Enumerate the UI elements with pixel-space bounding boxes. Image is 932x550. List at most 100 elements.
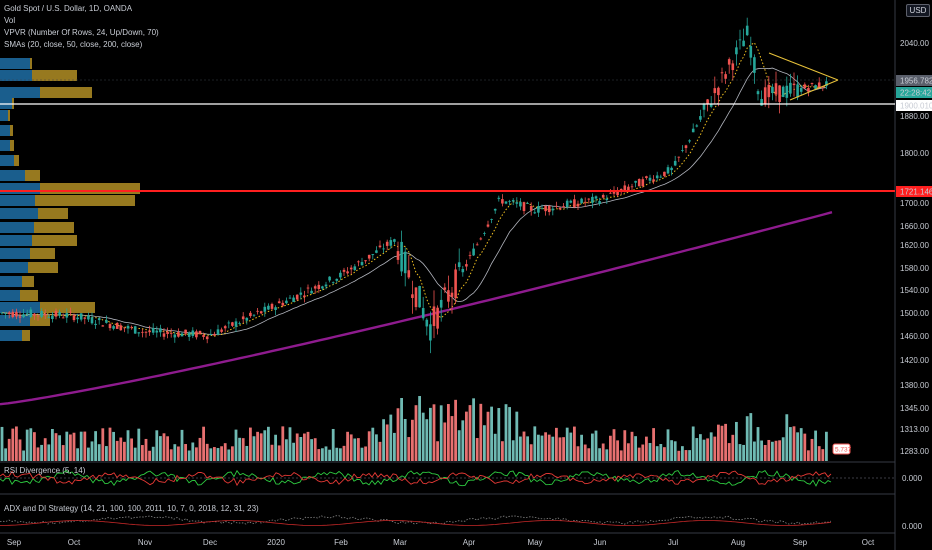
volume-bar [403,418,407,461]
volume-bar [310,439,313,461]
volume-bar [40,444,43,461]
volume-bar [501,441,504,461]
candle-body [43,313,47,316]
volume-bar [645,436,648,461]
candle-body [641,179,645,187]
volume-bar [223,443,227,461]
volume-bar [213,447,216,461]
y-tick-label: 1283.00 [900,447,929,456]
volume-bar [108,427,112,461]
candle-body [310,290,313,294]
candle-body [684,145,688,149]
candle-body [245,317,249,321]
volume-bar [799,428,803,461]
candle-body [555,205,558,207]
candle-body [695,125,699,127]
volume-bar [727,443,731,461]
volume-bar [25,429,29,461]
volume-bar [263,430,267,461]
volume-bar [241,438,245,461]
countdown-tag-bg [896,87,932,98]
vpvr-row-down [40,87,92,98]
vpvr-row-down [40,302,95,313]
volume-bar [187,450,191,461]
candle-body [562,206,565,208]
candle-body [630,186,634,188]
volume-bar [421,412,425,461]
candle-body [436,307,439,329]
candle-body [432,306,436,327]
vpvr-row-up [0,87,40,98]
candle-body [778,85,781,102]
candle-body [767,84,771,98]
vpvr-row-up [0,58,30,69]
vpvr-row-up [0,262,28,273]
volume-bar [483,425,486,461]
candle-body [573,199,576,208]
volume-bar [792,426,796,461]
vpvr-row-down [8,110,10,121]
vpvr-row-down [14,155,19,166]
volume-bar [601,443,605,461]
candle-body [112,326,115,329]
volume-bar [807,450,810,461]
candle-body [331,282,335,284]
candle-body [25,313,29,315]
volume-bar [378,441,382,461]
y-tick-label: 1620.00 [900,241,929,250]
volume-bar [184,444,187,461]
volume-bar [65,431,69,461]
volume-bar [749,413,753,461]
x-tick-label: Nov [138,538,152,547]
currency-button[interactable]: USD [906,4,930,17]
y-tick-label: 1345.00 [900,404,929,413]
candle-body [731,63,735,71]
volume-bar [814,430,817,461]
candle-body [177,332,180,337]
volume-bar [522,431,526,461]
volume-bar [774,440,778,461]
candle-body [742,40,745,47]
volume-bar [684,450,688,461]
candle-body [605,198,609,201]
candle-body [58,312,61,316]
candle-body [785,85,789,98]
triangle-lower[interactable] [789,79,839,101]
candle-body [393,239,396,242]
candle-body [223,326,227,329]
candle-body [493,208,497,211]
volume-bar [418,396,421,461]
candle-body [213,333,216,336]
rsi-axis-value: 0.000 [902,474,923,483]
candle-body [565,200,569,208]
volume-bar [227,449,231,461]
candle-body [807,88,810,92]
volume-bar [79,431,83,461]
vpvr-row-up [0,170,25,181]
time-axis[interactable]: Sep Oct Nov Dec 2020 Feb Mar Apr May Jun Jul Aug Sep… [7,538,875,547]
candle-body [814,85,817,90]
candle-body [389,240,393,246]
volume-bar [576,446,580,461]
volume-bar [583,444,587,461]
volume-bar [760,440,763,461]
vpvr-row-up [0,330,22,341]
candle-body [274,307,277,310]
triangle-upper[interactable] [768,52,839,81]
candle-body [472,248,475,256]
candle-body [699,116,702,120]
rsi-red-path [0,470,832,487]
x-tick-label: Sep [793,538,808,547]
volume-bar [461,420,465,461]
volume-bar [324,446,328,461]
candle-body [515,202,519,204]
volume-bar [115,440,119,461]
candle-body [133,326,137,334]
volume-bar [706,438,709,461]
candle-body [688,140,691,142]
candle-body [202,334,205,337]
volume-bar [364,446,367,461]
volume-bar [457,430,461,461]
candle-body [720,72,724,74]
